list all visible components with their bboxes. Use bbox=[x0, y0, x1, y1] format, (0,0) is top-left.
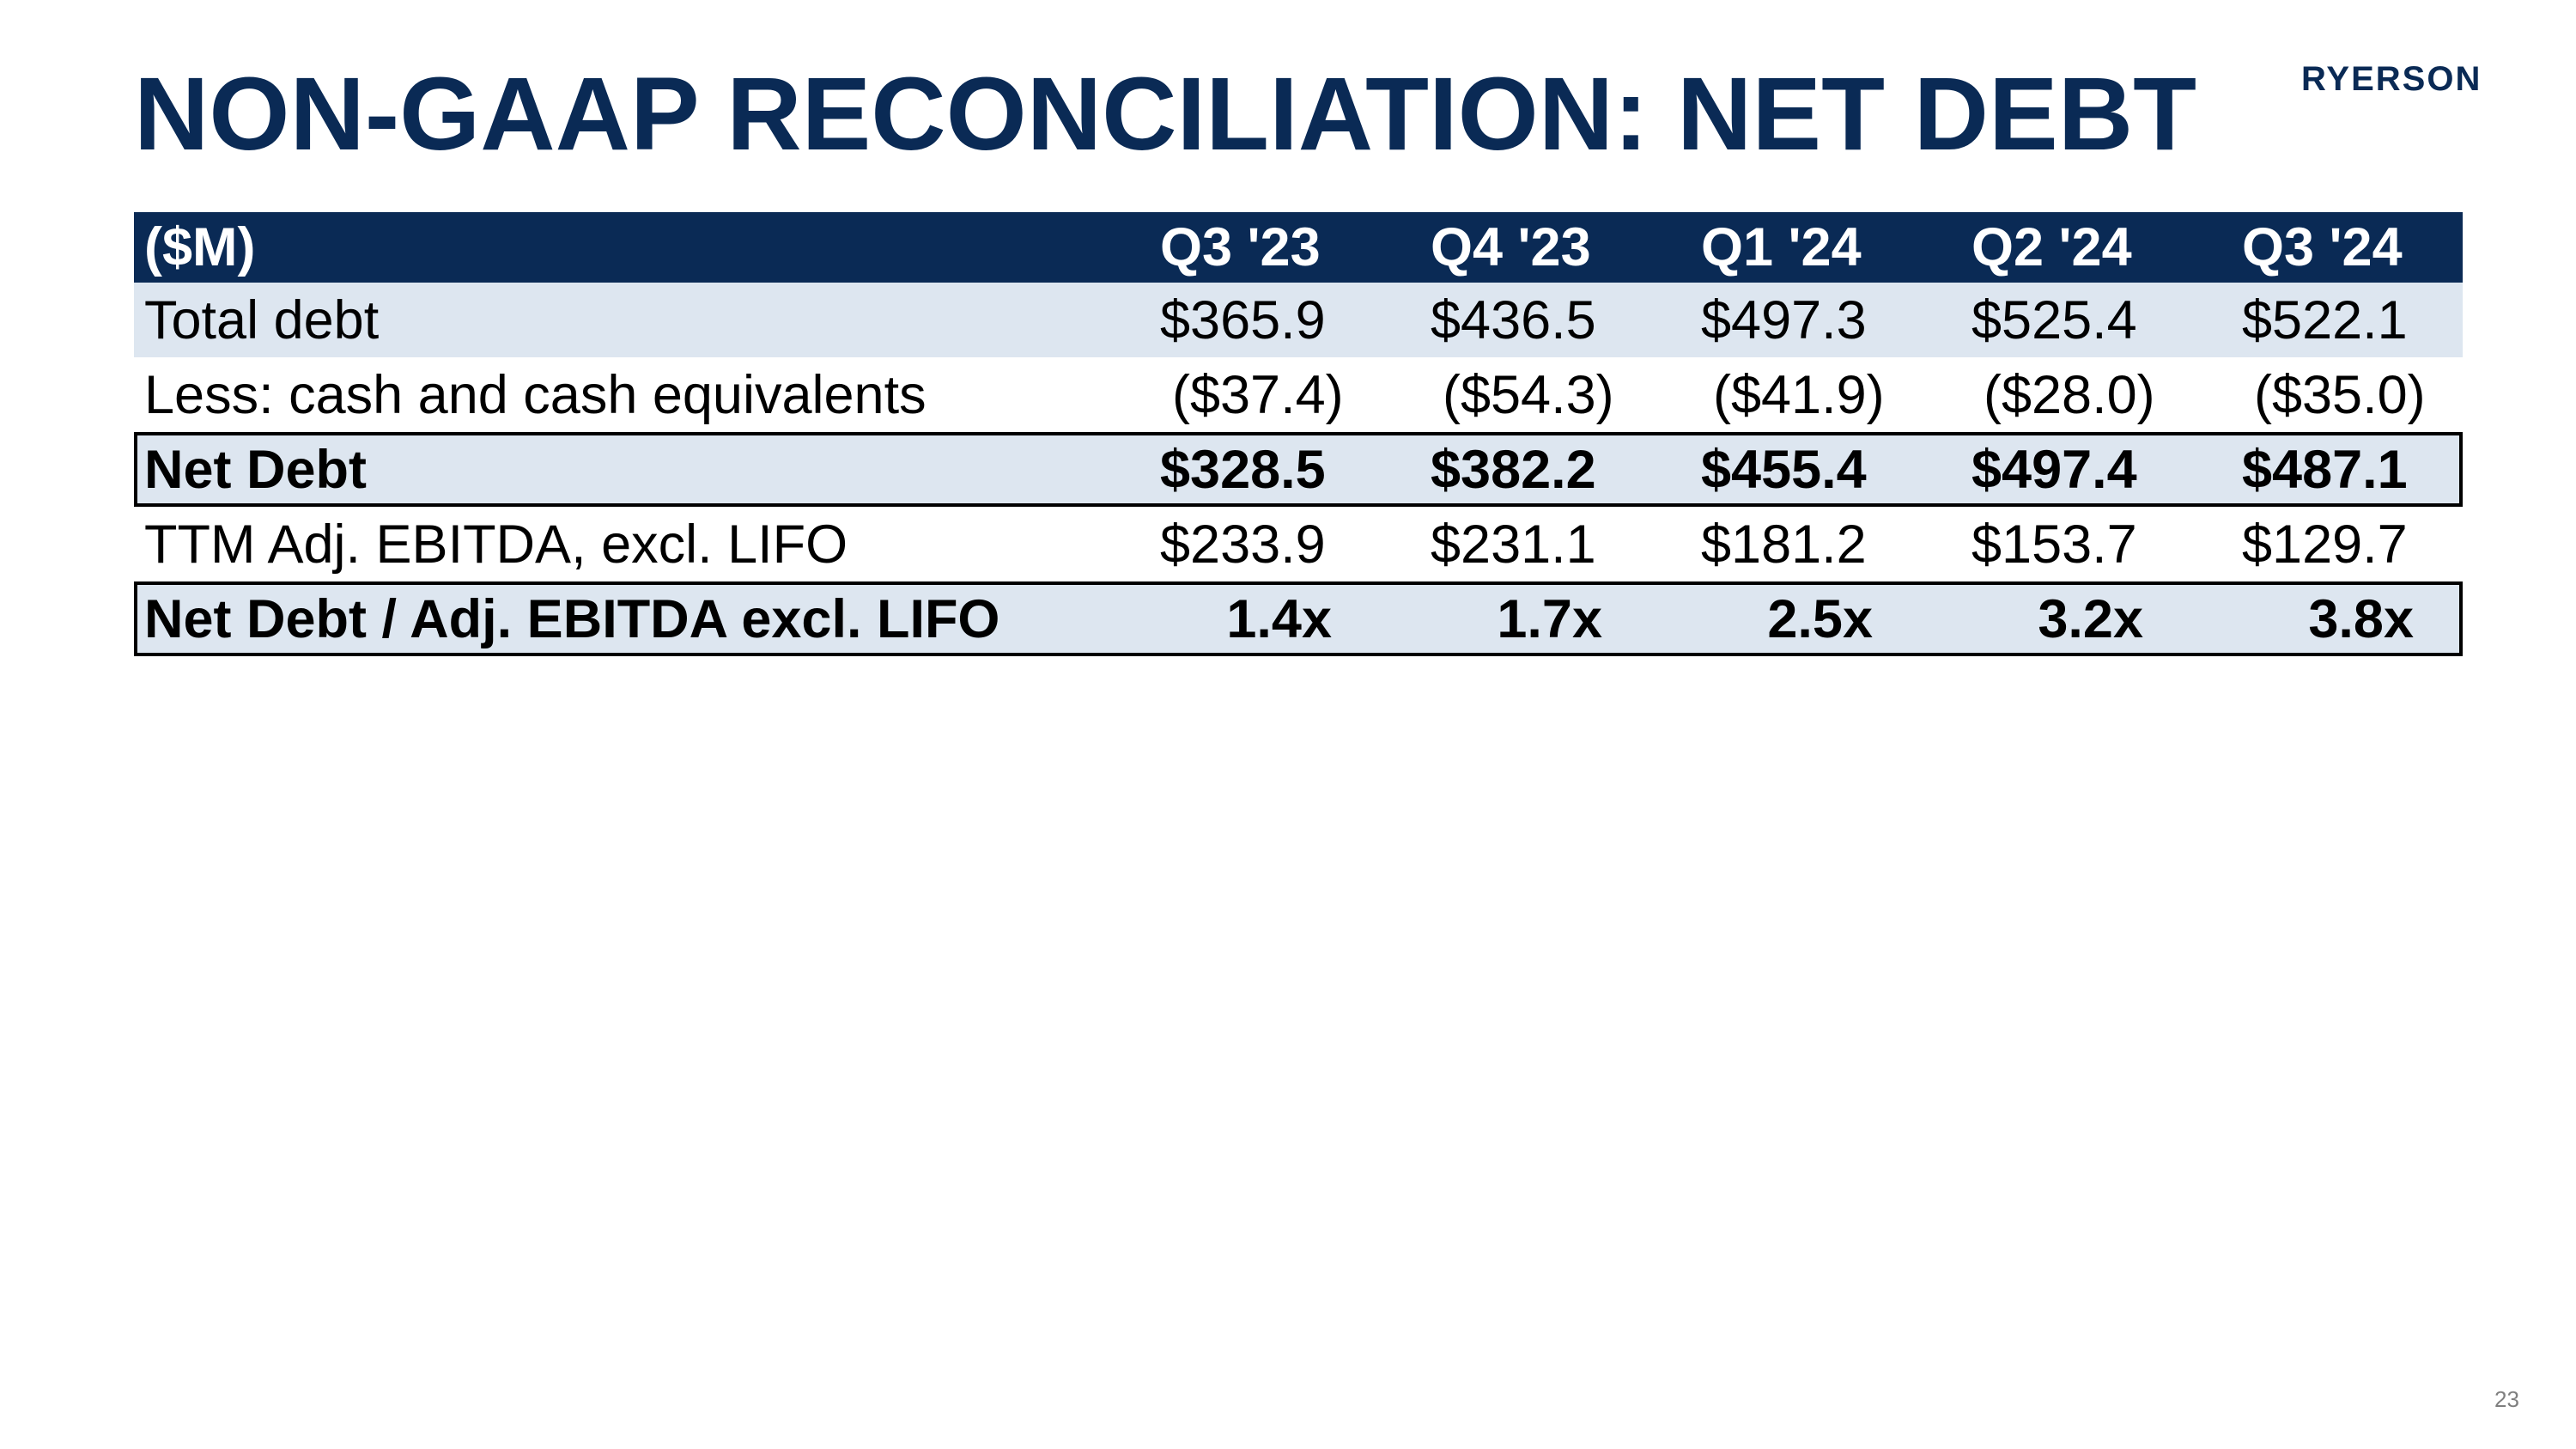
table-cell: ($28.0) bbox=[1984, 364, 2155, 425]
table-cell: $129.7 bbox=[2242, 514, 2408, 575]
table-cell: $233.9 bbox=[1160, 514, 1326, 575]
table-cell: 2.5x bbox=[1767, 588, 1873, 649]
page-title: NON-GAAP RECONCILIATION: NET DEBT bbox=[134, 55, 2197, 172]
table-cell: $382.2 bbox=[1431, 439, 1596, 500]
table-cell: $487.1 bbox=[2242, 439, 2408, 500]
row-label: TTM Adj. EBITDA, excl. LIFO bbox=[144, 514, 848, 575]
row-label: Total debt bbox=[144, 289, 380, 350]
table-cell: $436.5 bbox=[1431, 289, 1596, 350]
table-cell: 3.8x bbox=[2308, 588, 2414, 649]
net-debt-reconciliation-table: ($M) Q3 '23 Q4 '23 Q1 '24 Q2 '24 Q3 '24 … bbox=[134, 212, 2463, 656]
table-cell: ($54.3) bbox=[1443, 364, 1614, 425]
table-cell: $522.1 bbox=[2242, 289, 2408, 350]
table-row-total-debt: Total debt $365.9 $436.5 $497.3 $525.4 $… bbox=[134, 283, 2463, 357]
table-row-net-debt: Net Debt $328.5 $382.2 $455.4 $497.4 $48… bbox=[134, 432, 2463, 507]
table-cell: 3.2x bbox=[2038, 588, 2143, 649]
table-cell: $365.9 bbox=[1160, 289, 1326, 350]
table-row-ttm-ebitda: TTM Adj. EBITDA, excl. LIFO $233.9 $231.… bbox=[134, 507, 2463, 581]
column-header: Q1 '24 bbox=[1701, 217, 1862, 277]
table-row-leverage-ratio: Net Debt / Adj. EBITDA excl. LIFO 1.4x 1… bbox=[134, 581, 2463, 656]
ryerson-logo: RYERSON bbox=[2301, 60, 2482, 98]
table-cell: $525.4 bbox=[1971, 289, 2137, 350]
table-header-row: ($M) Q3 '23 Q4 '23 Q1 '24 Q2 '24 Q3 '24 bbox=[134, 212, 2463, 283]
table-cell: 1.7x bbox=[1497, 588, 1602, 649]
table-cell: $455.4 bbox=[1701, 439, 1867, 500]
column-header: Q2 '24 bbox=[1971, 217, 2132, 277]
row-label: Less: cash and cash equivalents bbox=[144, 364, 927, 425]
table-cell: 1.4x bbox=[1226, 588, 1332, 649]
page-number: 23 bbox=[2494, 1386, 2519, 1412]
unit-label: ($M) bbox=[144, 217, 256, 277]
table-cell: $231.1 bbox=[1431, 514, 1596, 575]
table-cell: $497.4 bbox=[1971, 439, 2137, 500]
table-cell: ($35.0) bbox=[2254, 364, 2426, 425]
table-row-cash: Less: cash and cash equivalents ($37.4) … bbox=[134, 357, 2463, 432]
table-cell: ($41.9) bbox=[1713, 364, 1885, 425]
table-cell: $328.5 bbox=[1160, 439, 1326, 500]
table-cell: ($37.4) bbox=[1172, 364, 1344, 425]
row-label: Net Debt / Adj. EBITDA excl. LIFO bbox=[144, 588, 1000, 649]
column-header: Q4 '23 bbox=[1431, 217, 1591, 277]
table-cell: $181.2 bbox=[1701, 514, 1867, 575]
column-header: Q3 '24 bbox=[2242, 217, 2403, 277]
row-label: Net Debt bbox=[144, 439, 368, 500]
table-cell: $497.3 bbox=[1701, 289, 1867, 350]
table-cell: $153.7 bbox=[1971, 514, 2137, 575]
column-header: Q3 '23 bbox=[1160, 217, 1321, 277]
